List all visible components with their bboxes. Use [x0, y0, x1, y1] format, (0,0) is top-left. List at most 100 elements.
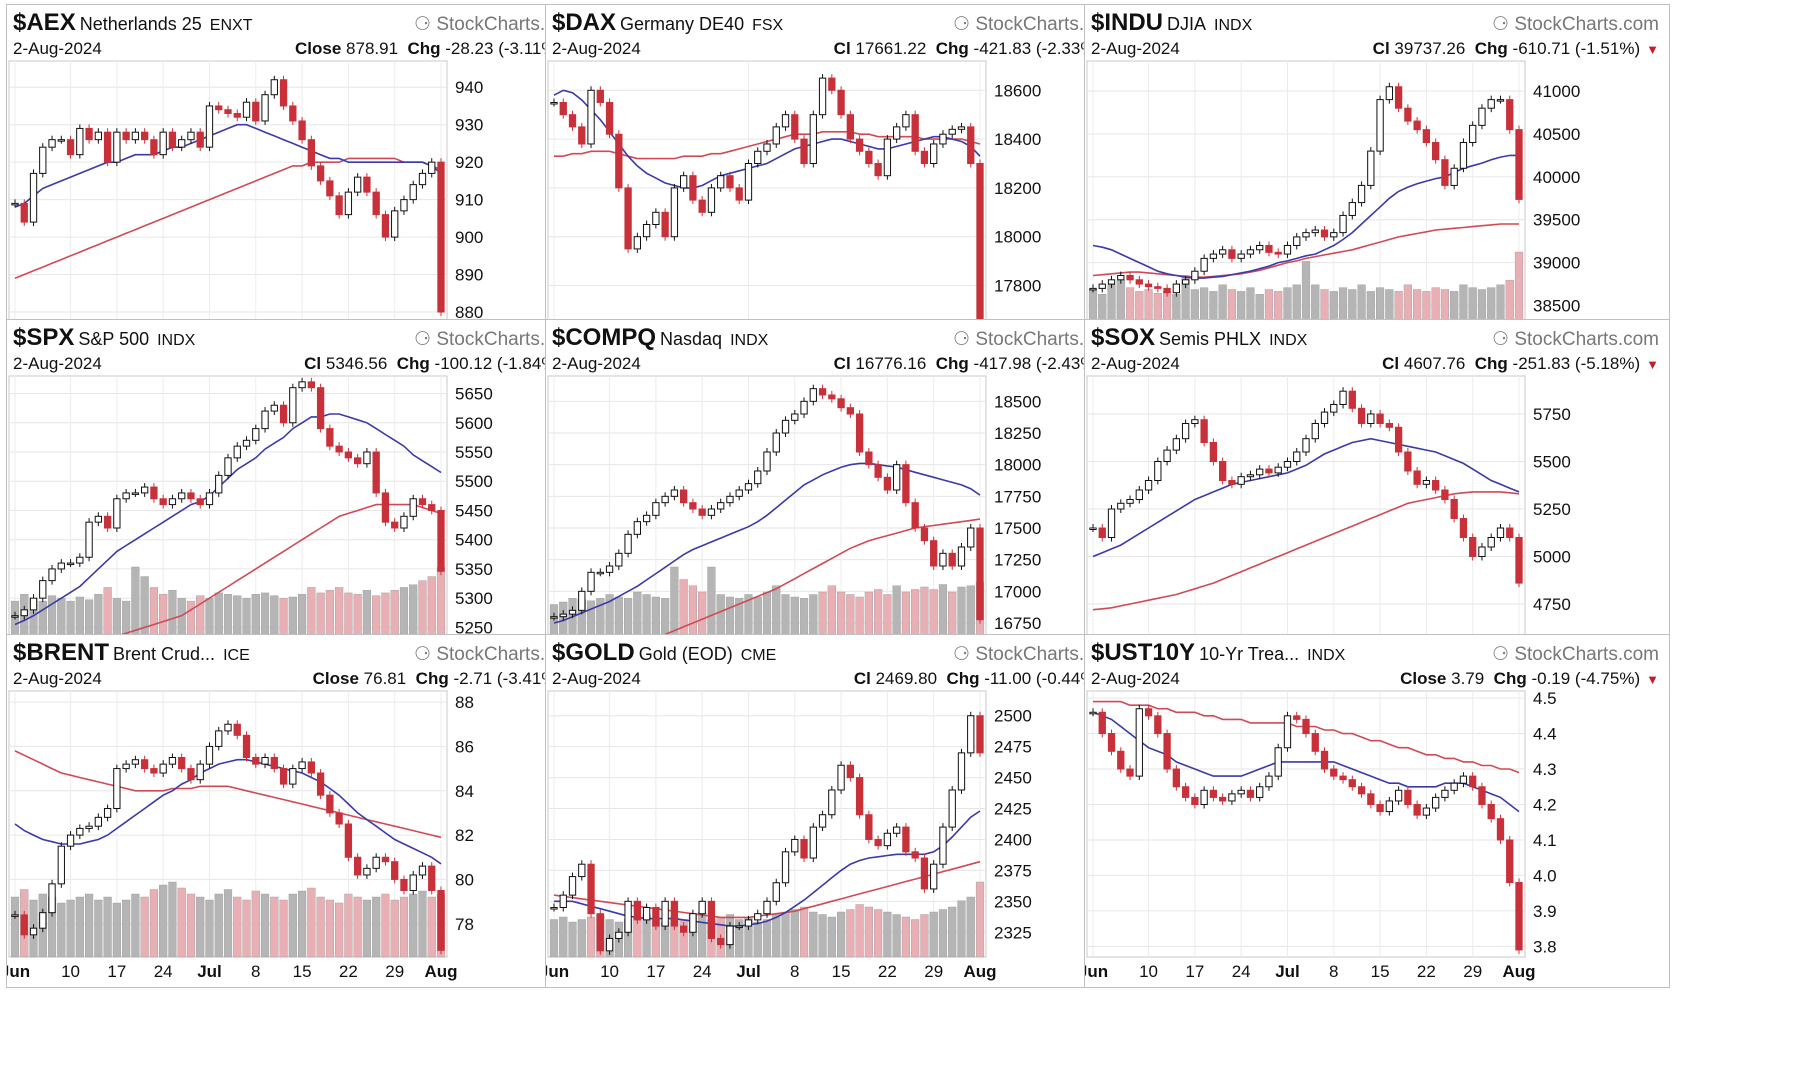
chart-panel-sox[interactable]: $SOX Semis PHLX INDX ⚆ StockCharts.com 2-A…: [1084, 319, 1670, 673]
x-tick-label: Aug: [424, 962, 457, 981]
candle-body: [428, 161, 436, 174]
volume-bar: [381, 893, 390, 958]
symbol[interactable]: $AEX: [13, 9, 76, 36]
price-chart[interactable]: 1860018400182001800017800JunJulAug: [546, 5, 1132, 359]
instrument-name: DJIA: [1167, 14, 1207, 34]
candle-body: [205, 105, 214, 148]
price-chart[interactable]: 2500 2475 2450 2425 2400 2375 2350 2325 Jun 10 17 2…: [546, 635, 1132, 989]
candle-body: [335, 445, 343, 453]
candle-body: [215, 730, 223, 747]
price-chart[interactable]: 18500 18250 18000 17750 17500 17250 17000 16750…: [546, 320, 1132, 674]
volume-bar: [66, 899, 75, 958]
chg-label: Chg: [1474, 39, 1508, 58]
candle-body: [893, 826, 901, 834]
candle-body: [1348, 202, 1356, 216]
candle-body: [1422, 480, 1431, 485]
stockcharts-credit[interactable]: ⚆ StockCharts.com: [414, 13, 581, 36]
exchange: INDX: [730, 332, 769, 349]
symbol[interactable]: $UST10Y: [1091, 639, 1196, 666]
ma-long-line: [1092, 223, 1519, 279]
volume-bar: [186, 893, 196, 958]
symbol[interactable]: $DAX: [552, 9, 617, 36]
candle-body: [772, 432, 780, 453]
candle-body: [652, 907, 660, 927]
stockcharts-credit[interactable]: ⚆ StockCharts.com: [414, 643, 581, 666]
candle-body: [707, 508, 716, 516]
candle-body: [1283, 715, 1292, 749]
candle-body: [233, 445, 241, 459]
y-tick-label: 41000: [1533, 82, 1580, 101]
candle-body: [948, 789, 956, 828]
x-tick-label: 15: [832, 962, 851, 981]
price-chart[interactable]: 940930920910900890880Jun101724Jul8152229…: [7, 5, 593, 359]
x-tick-label: 10: [1139, 962, 1158, 981]
candle-body: [754, 470, 762, 485]
candle-body: [1126, 499, 1134, 504]
chart-panel-compq[interactable]: $COMPQ Nasdaq INDX ⚆ StockCharts.com 2-Aug…: [545, 319, 1132, 674]
chart-panel-brent[interactable]: $BRENT Brent Crud... ICE ⚆ StockCharts.com…: [6, 634, 592, 988]
price-chart[interactable]: 410004050040000395003900038500Jun101724J…: [1085, 5, 1671, 359]
candle-body: [1200, 419, 1208, 443]
candle-body: [1459, 775, 1468, 784]
price-chart[interactable]: 88 86 84 82 80 78 Jun 10 17 24 Jul 8 15 22 29 Aug: [7, 635, 593, 989]
candle-body: [196, 763, 204, 781]
y-tick-label: 4.1: [1533, 831, 1557, 850]
price-chart[interactable]: 4.5 4.4 4.3 4.2 4.1 4.0 3.9 3.8 Jun 10 17 24 Jul 8 15 2…: [1085, 635, 1671, 989]
volume-bar: [196, 896, 205, 958]
candle-body: [316, 772, 325, 796]
candle-body: [661, 900, 669, 927]
volume-bar: [288, 893, 297, 958]
symbol[interactable]: $BRENT: [13, 639, 110, 666]
candle-body: [578, 590, 586, 611]
candle-body: [1478, 107, 1486, 126]
symbol[interactable]: $COMPQ: [552, 324, 657, 351]
candle-body: [1496, 99, 1505, 102]
stockcharts-credit[interactable]: ⚆ StockCharts.com: [953, 328, 1120, 351]
candle-body: [279, 404, 288, 424]
y-tick-label: 18400: [994, 130, 1041, 149]
candle-body: [717, 175, 725, 189]
stockcharts-credit[interactable]: ⚆ StockCharts.com: [1492, 13, 1659, 36]
stockcharts-credit[interactable]: ⚆ StockCharts.com: [953, 643, 1120, 666]
candle-body: [1089, 287, 1097, 291]
symbol[interactable]: $INDU: [1091, 9, 1164, 36]
y-tick-label: 82: [455, 826, 474, 845]
candle-body: [1228, 793, 1236, 802]
candle-body: [1246, 474, 1255, 478]
y-tick-label: 5550: [455, 443, 493, 462]
stockcharts-credit[interactable]: ⚆ StockCharts.com: [1492, 643, 1659, 666]
quote-stats: Cl 4607.76 Chg -251.83 (-5.18%) ▼: [1382, 354, 1659, 374]
chart-panel-indu[interactable]: $INDU DJIA INDX ⚆ StockCharts.com 2-Aug-20…: [1084, 4, 1670, 358]
stockcharts-credit[interactable]: ⚆ StockCharts.com: [1492, 328, 1659, 351]
y-tick-label: 5300: [455, 589, 493, 608]
symbol[interactable]: $GOLD: [552, 639, 635, 666]
price-chart[interactable]: 565056005550550054505400535053005250Jun1…: [7, 320, 593, 674]
x-tick-label: 8: [251, 962, 260, 981]
chart-panel-ust10y[interactable]: $UST10Y 10-Yr Trea... INDX ⚆ StockCharts.c…: [1084, 634, 1670, 988]
chg-label: Chg: [407, 39, 441, 58]
symbol[interactable]: $SPX: [13, 324, 75, 351]
candle-body: [911, 851, 919, 859]
y-tick-label: 17000: [994, 582, 1041, 601]
stockcharts-credit[interactable]: ⚆ StockCharts.com: [953, 13, 1120, 36]
y-tick-label: 5650: [455, 385, 493, 404]
chart-panel-spx[interactable]: $SPX S&P 500 INDX ⚆ StockCharts.com 2-Aug-…: [6, 319, 592, 673]
candle-body: [1135, 489, 1143, 500]
stockcharts-credit[interactable]: ⚆ StockCharts.com: [414, 328, 581, 351]
candle-body: [1098, 283, 1106, 289]
brand-label: StockCharts.com: [975, 329, 1120, 350]
candle-body: [1385, 800, 1393, 813]
chart-panel-dax[interactable]: $DAX Germany DE40 FSX ⚆ StockCharts.com 2-…: [545, 4, 1131, 358]
chart-panel-aex[interactable]: $AEX Netherlands 25 ENXT ⚆ StockCharts.com…: [6, 4, 592, 358]
chart-panel-gold[interactable]: $GOLD Gold (EOD) CME ⚆ StockCharts.com 2-A…: [545, 634, 1131, 988]
price-chart[interactable]: 57505500525050004750Jun101724Jul8152229A…: [1085, 320, 1671, 674]
candle-body: [596, 89, 604, 103]
candle-body: [1413, 803, 1421, 816]
symbol[interactable]: $SOX: [1091, 324, 1156, 351]
candle-body: [224, 109, 232, 114]
candle-body: [29, 172, 38, 223]
candle-body: [242, 101, 251, 118]
candle-body: [215, 474, 223, 494]
candle-body: [559, 613, 567, 618]
y-tick-label: 5750: [1533, 405, 1571, 424]
